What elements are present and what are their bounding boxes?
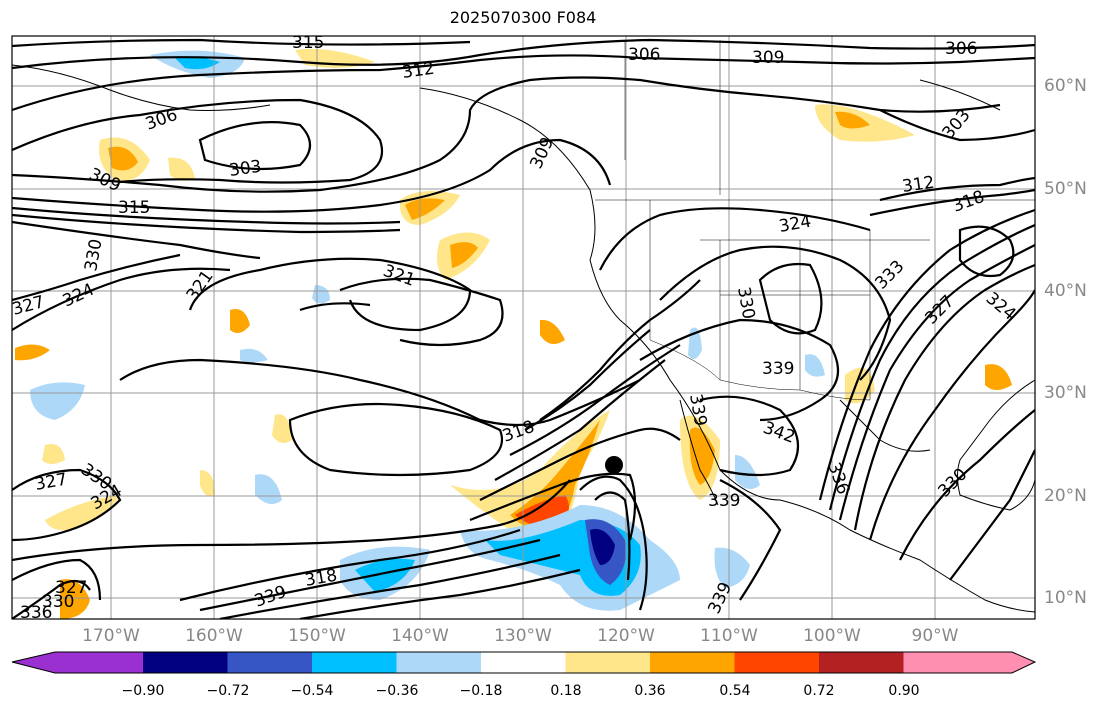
colorbar-bin [12,652,143,673]
colorbar-tick-label: 0.90 [888,683,920,699]
colorbar-bin [396,652,482,673]
contour-label: 327 [55,578,87,598]
map-frame [11,35,1036,620]
contour-label: 309 [752,48,784,68]
contour-label: 306 [945,39,977,59]
map-title: 2025070300 F084 [449,8,597,27]
lat-label: 20°N [1044,486,1087,506]
storm-center-marker [605,456,623,474]
contour-label: 330 [42,592,74,612]
colorbar-tick-label: −0.90 [121,683,165,699]
colorbar-outline [11,651,1037,674]
contour-label: 315 [118,198,150,218]
lat-label: 10°N [1044,588,1087,608]
colorbar-tick-label: 0.18 [550,683,582,699]
lon-label: 110°W [700,626,758,646]
lat-label: 60°N [1044,76,1087,96]
lon-label: 120°W [597,626,655,646]
lat-label: 50°N [1044,179,1087,199]
colorbar-bin [312,652,397,673]
colorbar-bin [903,652,1035,673]
lon-label: 170°W [82,626,140,646]
lon-label: 90°W [911,626,959,646]
lat-label: 30°N [1044,383,1087,403]
colorbar-bin [819,652,904,673]
contour-label: 306 [628,45,660,65]
contour-lines [12,38,1035,619]
lon-label: 100°W [803,626,861,646]
contour-label: 339 [708,491,740,511]
colorbar-tick-label: −0.72 [206,683,250,699]
colorbar-tick-label: −0.36 [375,683,419,699]
lon-label: 150°W [288,626,346,646]
colorbar-tick-label: −0.18 [459,683,503,699]
contour-label: 339 [762,359,794,379]
colorbar-bin [565,652,651,673]
lon-label: 160°W [185,626,243,646]
contour-label: 312 [901,173,936,197]
contour-label: 336 [20,603,52,623]
colorbar-tick-label: 0.36 [634,683,666,699]
colorbar-bin [650,652,735,673]
colorbar-tick-label: −0.54 [290,683,334,699]
colorbar-bin [734,652,820,673]
contour-label: 315 [292,33,324,53]
lon-label: 140°W [391,626,449,646]
colorbar-bin [227,652,313,673]
colorbar-bin [143,652,228,673]
contour-label: 312 [401,59,436,83]
colorbar-tick-label: 0.72 [803,683,835,699]
colorbar-bin [481,652,566,673]
colorbar-tick-label: 0.54 [719,683,751,699]
lon-label: 130°W [494,626,552,646]
contour-label: 303 [228,157,263,181]
lat-label: 40°N [1044,281,1087,301]
